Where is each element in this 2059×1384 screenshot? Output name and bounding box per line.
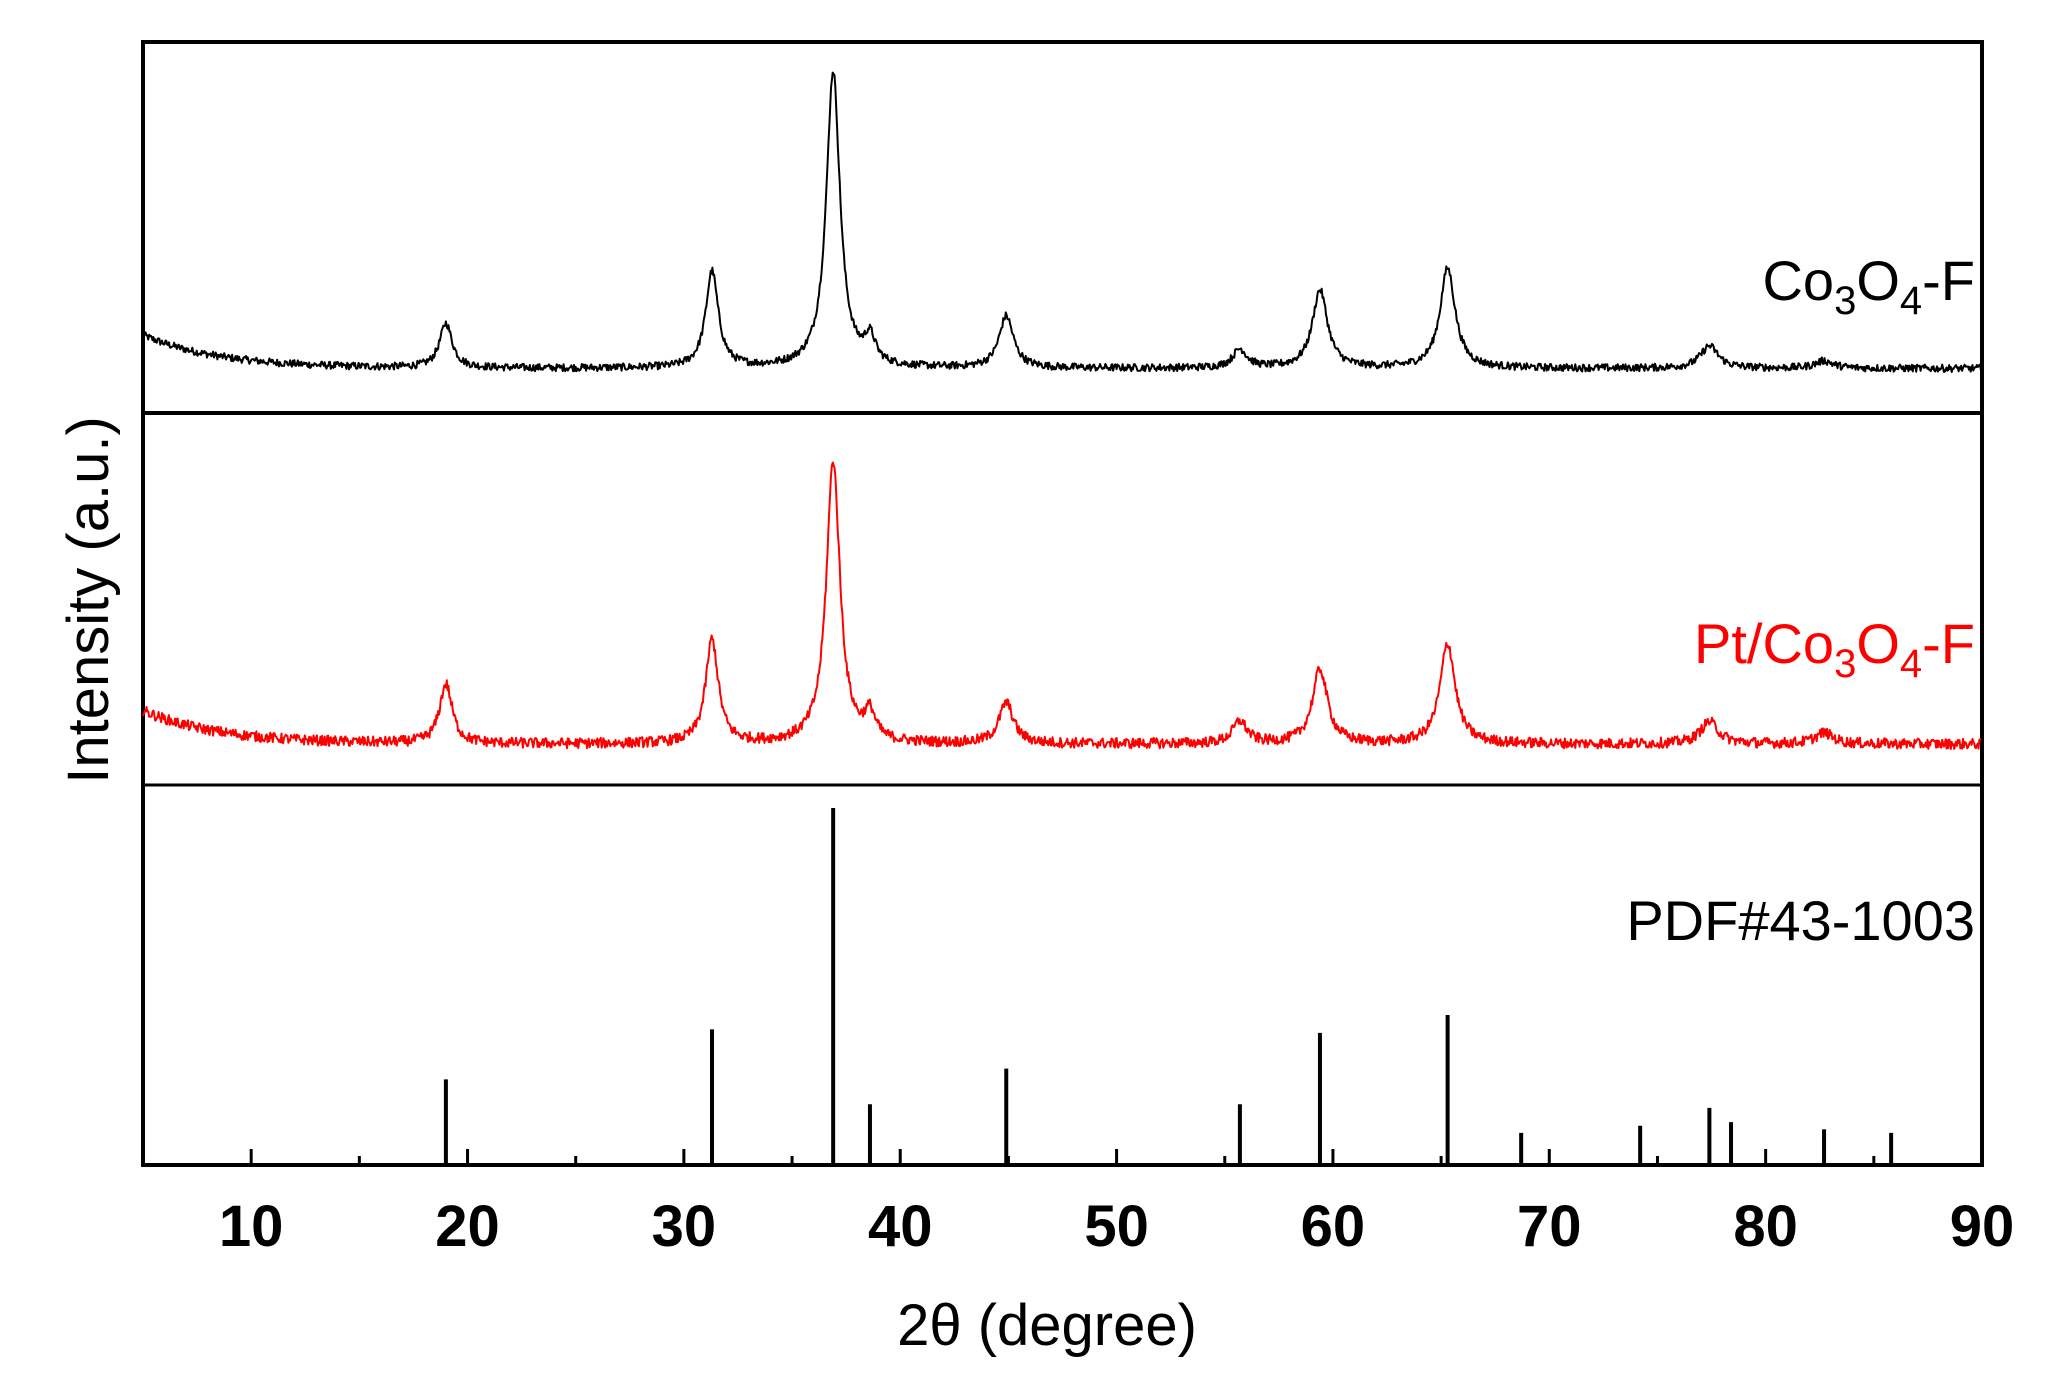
series-line-pt-co3o4-f	[142, 461, 1982, 750]
x-axis-ticks: 10 20 30 40 50 60 70 80 90	[141, 1149, 2015, 1259]
reference-sticks	[443, 808, 1894, 1165]
x-tick-label: 40	[868, 1194, 933, 1259]
x-tick-label: 20	[435, 1194, 500, 1259]
x-tick-label: 30	[652, 1194, 717, 1259]
y-axis-title: Intensity (a.u.)	[56, 416, 121, 783]
x-tick-label: 50	[1084, 1194, 1149, 1259]
x-tick-label: 90	[1950, 1194, 2015, 1259]
series-line-co3o4-f	[142, 71, 1983, 373]
x-tick-label: 80	[1733, 1194, 1798, 1259]
series-label-co3o4-f: Co3O4-F	[1762, 249, 1975, 323]
plot-frame	[141, 40, 1984, 1167]
x-tick-label: 10	[219, 1194, 284, 1259]
series-label-pt-co3o4-f: Pt/Co3O4-F	[1694, 612, 1975, 686]
x-axis-title: 2θ (degree)	[897, 1293, 1197, 1358]
series-label-pdf-43-1003: PDF#43-1003	[1626, 889, 1975, 952]
spectra-layer	[142, 71, 1983, 750]
plot-border	[141, 40, 1984, 1167]
x-tick-label: 60	[1301, 1194, 1366, 1259]
x-tick-label: 70	[1517, 1194, 1582, 1259]
